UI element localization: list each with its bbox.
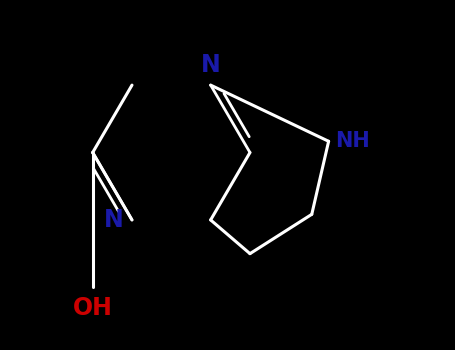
Text: NH: NH bbox=[335, 131, 370, 151]
Text: N: N bbox=[104, 208, 124, 232]
Text: N: N bbox=[201, 53, 221, 77]
Text: OH: OH bbox=[73, 296, 112, 320]
